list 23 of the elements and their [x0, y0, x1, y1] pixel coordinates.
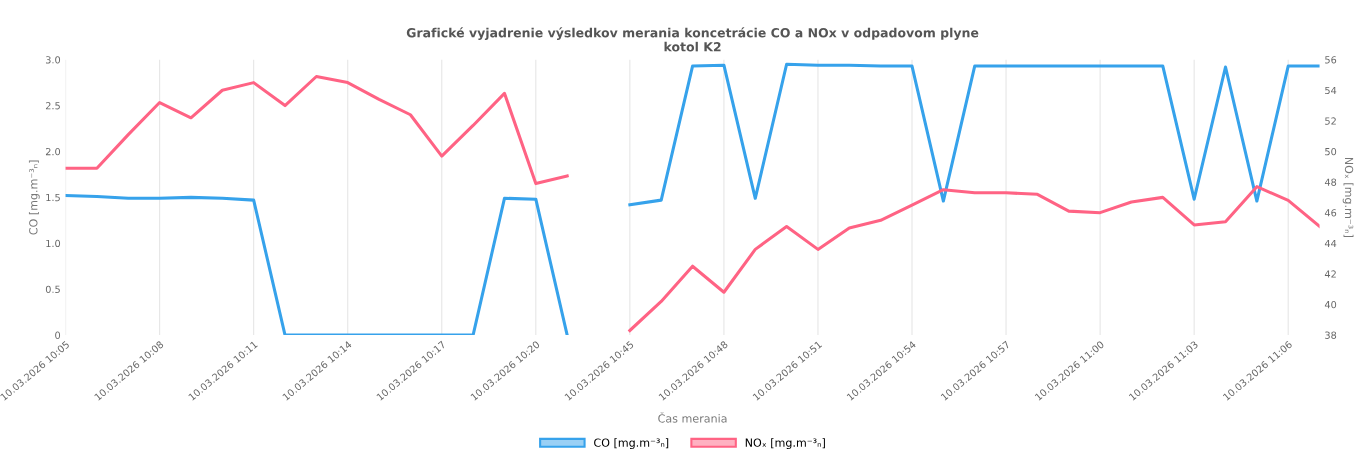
- y2-tick-label: 38: [1325, 331, 1337, 339]
- y2-tick-label: 42: [1324, 270, 1336, 278]
- y-tick-label: 2.0: [45, 147, 61, 156]
- legend-label: NOₓ [mg.m⁻³ₙ]: [745, 438, 825, 449]
- y2-tick-label: 44: [1324, 239, 1337, 247]
- legend-label: CO [mg.m⁻³ₙ]: [594, 438, 669, 449]
- y-tick-label: 1.5: [46, 193, 60, 202]
- chart-title: Grafické vyjadrenie výsledkov merania koncetrácie CO a NOx v odpadovom plyne kotol K2: [406, 27, 979, 52]
- y-axis-title: CO [mg.m⁻³ₙ]: [28, 160, 40, 235]
- x-axis-title: Čas merania: [658, 412, 727, 423]
- y-tick-label: 3.0: [45, 56, 61, 64]
- y-tick-label: 1.0: [46, 239, 61, 248]
- y2-axis-title: NOₓ [mg.m⁻³ₙ]: [1342, 157, 1354, 237]
- y2-tick-label: 46: [1324, 209, 1337, 217]
- y2-tick-label: 48: [1324, 178, 1337, 186]
- y-tick-label: 0.5: [45, 285, 60, 293]
- y2-tick-label: 54: [1325, 86, 1337, 95]
- y2-tick-label: 50: [1325, 147, 1337, 156]
- y-tick-label: 2.5: [45, 102, 60, 110]
- y2-tick-label: 56: [1325, 56, 1337, 64]
- y-tick-label: 0: [55, 331, 61, 339]
- y2-tick-label: 40: [1324, 300, 1337, 309]
- y2-tick-label: 52: [1325, 117, 1336, 125]
